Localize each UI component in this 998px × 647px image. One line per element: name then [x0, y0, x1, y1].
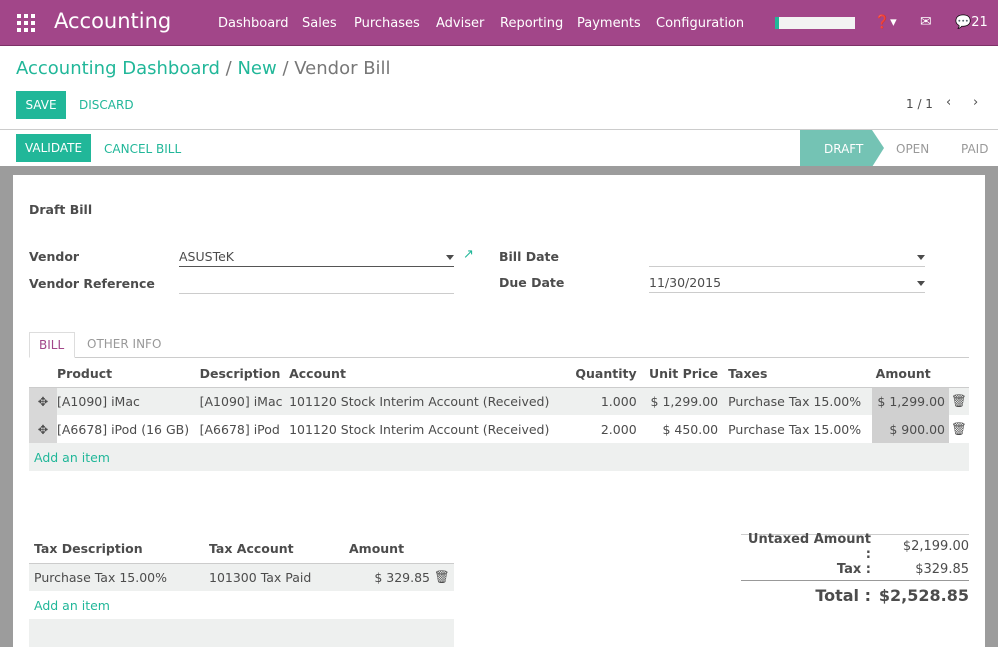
menu-adviser[interactable]: Adviser [436, 16, 485, 31]
cell-description[interactable]: [A1090] iMac [199, 393, 283, 409]
col-description[interactable]: Description [199, 366, 281, 382]
statusbar: VALIDATE CANCEL BILL DRAFT OPEN PAID [0, 129, 998, 167]
status-draft[interactable]: DRAFT [800, 130, 872, 167]
add-line-link[interactable]: Add an item [34, 449, 110, 465]
cell-tax-amount[interactable]: $ 329.85 [374, 569, 430, 585]
menu-configuration[interactable]: Configuration [656, 16, 745, 31]
form-title: Draft Bill [29, 202, 93, 217]
vendor-label: Vendor [29, 249, 80, 264]
apps-grid-icon[interactable] [17, 14, 35, 32]
messages-count: 21 [971, 15, 988, 30]
cell-amount: $ 1,299.00 [871, 387, 949, 415]
col-taxes[interactable]: Taxes [728, 366, 768, 382]
tax-lines-table: Tax Description Tax Account Amount Purch… [29, 535, 454, 647]
breadcrumb: Accounting Dashboard / New / Vendor Bill [16, 58, 391, 79]
col-tax-account[interactable]: Tax Account [209, 541, 294, 557]
cell-tax-description[interactable]: Purchase Tax 15.00% [34, 569, 167, 585]
form-sheet: Draft Bill Vendor ASUSTeK ↗ Vendor Refer… [13, 175, 985, 647]
progress-bar [775, 17, 855, 29]
discard-button[interactable]: DISCARD [79, 98, 134, 112]
cell-product[interactable]: [A6678] iPod (16 GB) [57, 421, 190, 437]
top-navbar: Accounting Dashboard Sales Purchases Adv… [0, 0, 998, 46]
total-value: $2,528.85 [878, 585, 969, 605]
chat-icon[interactable]: 💬21 [955, 15, 988, 30]
menu-sales[interactable]: Sales [302, 16, 337, 31]
col-tax-description[interactable]: Tax Description [34, 541, 143, 557]
col-product[interactable]: Product [57, 366, 113, 382]
cell-product[interactable]: [A1090] iMac [57, 393, 140, 409]
table-row[interactable]: ✥ [A1090] iMac [A1090] iMac 101120 Stock… [29, 387, 969, 415]
validate-button[interactable]: VALIDATE [16, 134, 91, 162]
invoice-lines-table: Product Description Account Quantity Uni… [29, 361, 969, 471]
status-arrow [872, 130, 884, 167]
due-date-value: 11/30/2015 [649, 275, 722, 290]
help-icon[interactable]: ❓▾ [874, 15, 897, 30]
menu-purchases[interactable]: Purchases [354, 16, 420, 31]
cell-account[interactable]: 101120 Stock Interim Account (Received) [289, 393, 550, 409]
col-unit-price[interactable]: Unit Price [648, 366, 719, 382]
bill-date-input[interactable] [649, 249, 925, 267]
cell-account[interactable]: 101120 Stock Interim Account (Received) [289, 421, 550, 437]
trash-icon[interactable]: 🗑 [951, 393, 967, 409]
tab-bill[interactable]: BILL [29, 332, 75, 358]
totals: Untaxed Amount : $2,199.00 Tax : $329.85 T… [741, 531, 969, 609]
add-tax-link[interactable]: Add an item [34, 597, 110, 613]
tab-other-info[interactable]: OTHER INFO [87, 337, 162, 351]
breadcrumb-new[interactable]: New [237, 58, 277, 79]
pager: 1 / 1 [906, 97, 933, 111]
table-row[interactable]: ✥ [A6678] iPod (16 GB) [A6678] iPod 1011… [29, 415, 969, 443]
mail-icon[interactable]: ✉ [920, 14, 932, 30]
vendor-reference-label: Vendor Reference [29, 276, 155, 291]
cell-tax-account[interactable]: 101300 Tax Paid [209, 569, 312, 585]
cell-unit-price[interactable]: $ 1,299.00 [650, 393, 719, 409]
status-open[interactable]: OPEN [896, 142, 930, 156]
cell-description[interactable]: [A6678] iPod [199, 421, 280, 437]
breadcrumb-current: Vendor Bill [294, 58, 391, 79]
tabs: BILL OTHER INFO [29, 332, 969, 358]
cell-amount: $ 900.00 [871, 415, 949, 443]
status-paid[interactable]: PAID [961, 142, 989, 156]
col-account[interactable]: Account [289, 366, 346, 382]
save-button[interactable]: SAVE [16, 91, 66, 119]
pager-next-icon[interactable]: › [973, 95, 979, 110]
total-label: Total : [815, 585, 871, 605]
cell-quantity[interactable]: 2.000 [600, 421, 637, 437]
bill-date-label: Bill Date [499, 249, 559, 264]
tax-label: Tax : [836, 561, 871, 577]
app-title: Accounting [54, 9, 172, 33]
menu-dashboard[interactable]: Dashboard [218, 16, 289, 31]
trash-icon[interactable]: 🗑 [434, 569, 450, 585]
cell-unit-price[interactable]: $ 450.00 [662, 421, 719, 437]
pager-prev-icon[interactable]: ‹ [946, 95, 952, 110]
cell-taxes[interactable]: Purchase Tax 15.00% [728, 421, 862, 437]
menu-payments[interactable]: Payments [577, 16, 641, 31]
due-date-label: Due Date [499, 275, 565, 290]
vendor-field[interactable]: ASUSTeK [179, 249, 454, 267]
breadcrumb-dashboard[interactable]: Accounting Dashboard [16, 58, 220, 79]
menu-reporting[interactable]: Reporting [500, 16, 564, 31]
col-quantity[interactable]: Quantity [575, 366, 637, 382]
due-date-input[interactable]: 11/30/2015 [649, 275, 925, 293]
untaxed-value: $2,199.00 [902, 539, 969, 554]
drag-handle-icon[interactable]: ✥ [29, 387, 57, 415]
trash-icon[interactable]: 🗑 [951, 421, 967, 436]
vendor-value: ASUSTeK [179, 249, 234, 264]
drag-handle-icon[interactable]: ✥ [29, 415, 57, 443]
col-tax-amount[interactable]: Amount [349, 541, 405, 557]
untaxed-label: Untaxed Amount : [747, 531, 871, 562]
cell-quantity[interactable]: 1.000 [600, 393, 637, 409]
col-amount[interactable]: Amount [875, 366, 931, 382]
vendor-reference-input[interactable] [179, 276, 454, 294]
cancel-bill-button[interactable]: CANCEL BILL [104, 142, 182, 156]
table-row[interactable]: Purchase Tax 15.00% 101300 Tax Paid $ 32… [29, 563, 454, 591]
tax-value: $329.85 [915, 561, 969, 577]
cell-taxes[interactable]: Purchase Tax 15.00% [728, 393, 862, 409]
external-link-icon[interactable]: ↗ [463, 247, 474, 262]
